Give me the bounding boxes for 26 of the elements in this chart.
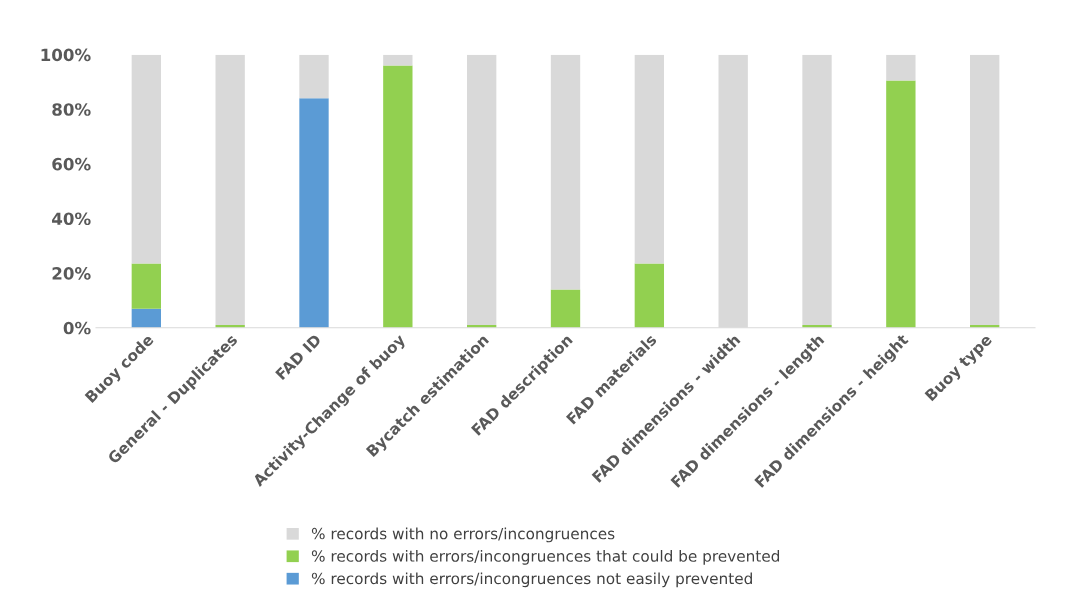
bar xyxy=(886,54,916,81)
y-tick-label: 20% xyxy=(52,267,91,280)
legend-label: % records with errors/incongruences that could be prevented xyxy=(311,549,780,565)
bar xyxy=(215,54,245,326)
bar xyxy=(634,54,665,264)
bar xyxy=(886,80,916,328)
bar xyxy=(299,54,329,99)
legend-label: % records with errors/incongruences not easily prevented xyxy=(311,572,752,588)
bar xyxy=(467,54,497,326)
bar xyxy=(550,289,581,328)
bar xyxy=(383,65,413,328)
y-tick-label: 60% xyxy=(52,157,91,171)
y-tick-label: 40% xyxy=(52,212,91,226)
y-tick-label: 0% xyxy=(63,321,91,335)
bar xyxy=(383,54,413,66)
bar xyxy=(550,54,581,290)
y-tick-label: 80% xyxy=(52,103,91,116)
bar xyxy=(131,308,161,328)
bar xyxy=(299,98,329,328)
bar xyxy=(131,54,161,264)
bar xyxy=(802,54,832,326)
bar xyxy=(131,263,161,309)
y-tick-label: 100% xyxy=(41,48,91,62)
bar xyxy=(970,54,1000,326)
bar xyxy=(634,263,665,328)
legend-label: % records with no errors/incongruences xyxy=(311,527,615,543)
